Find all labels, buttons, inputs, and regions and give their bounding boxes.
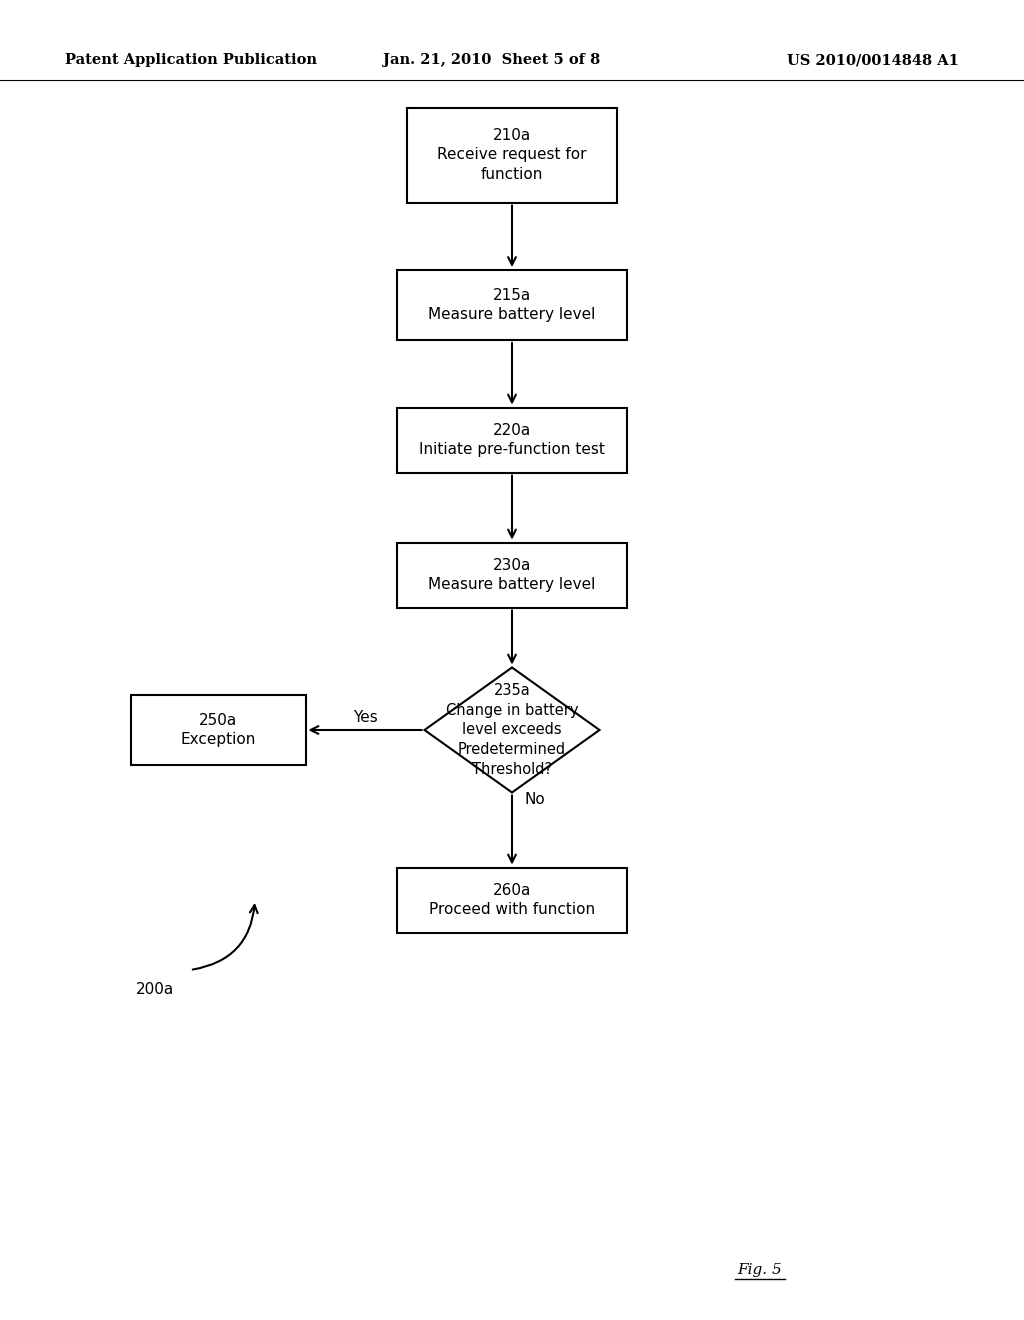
Text: 220a
Initiate pre-function test: 220a Initiate pre-function test [419,422,605,458]
Text: Yes: Yes [352,710,378,725]
FancyBboxPatch shape [397,543,627,607]
FancyBboxPatch shape [397,271,627,341]
Text: Patent Application Publication: Patent Application Publication [65,53,317,67]
Text: 210a
Receive request for
function: 210a Receive request for function [437,128,587,182]
FancyBboxPatch shape [397,408,627,473]
FancyArrowPatch shape [193,906,258,970]
Text: US 2010/0014848 A1: US 2010/0014848 A1 [787,53,959,67]
Text: 235a
Change in battery
level exceeds
Predetermined
Threshold?: 235a Change in battery level exceeds Pre… [445,682,579,777]
Text: Fig. 5: Fig. 5 [737,1263,782,1276]
Text: 250a
Exception: 250a Exception [180,713,256,747]
Text: 200a: 200a [136,982,174,998]
Text: 260a
Proceed with function: 260a Proceed with function [429,883,595,917]
FancyBboxPatch shape [130,696,305,766]
Text: No: No [525,792,546,808]
FancyBboxPatch shape [407,107,617,202]
Text: 215a
Measure battery level: 215a Measure battery level [428,288,596,322]
FancyBboxPatch shape [397,867,627,932]
Text: 230a
Measure battery level: 230a Measure battery level [428,557,596,593]
Text: Jan. 21, 2010  Sheet 5 of 8: Jan. 21, 2010 Sheet 5 of 8 [383,53,601,67]
Polygon shape [425,668,599,792]
